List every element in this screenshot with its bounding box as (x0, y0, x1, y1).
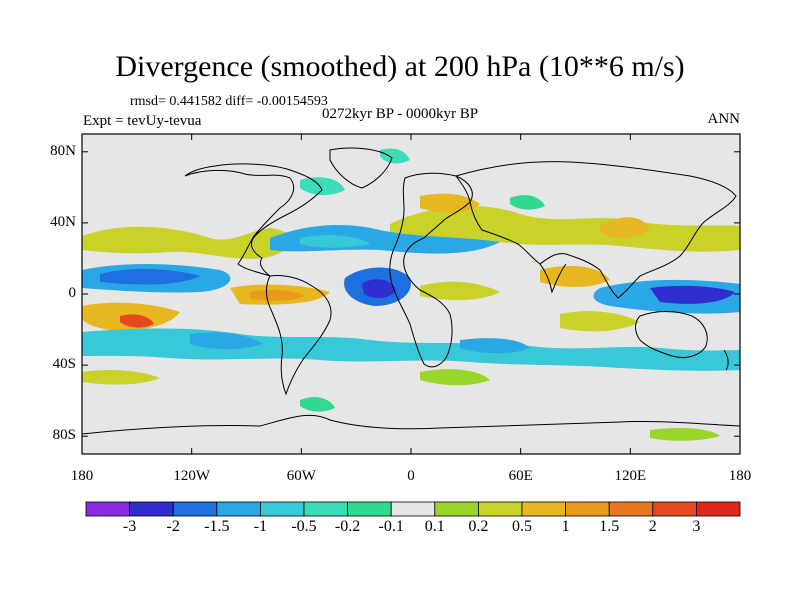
colorbar-swatch (390, 501, 436, 517)
colorbar-swatch (477, 501, 523, 517)
colorbar-label: 0.5 (512, 518, 532, 535)
experiment-label: Expt = tevUy-tevua (83, 113, 202, 129)
colorbar-swatch (216, 501, 261, 517)
colorbar-swatch (303, 501, 348, 517)
lon-tick-label: 60E (508, 468, 533, 484)
colorbar-swatch (347, 501, 392, 517)
colorbar-label: -3 (122, 518, 137, 535)
stats-label: rmsd= 0.441582 diff= -0.00154593 (130, 94, 328, 109)
field-contours (82, 148, 740, 441)
period-label: 0272kyr BP - 0000kyr BP (322, 106, 479, 122)
colorbar-label: 0.2 (468, 518, 489, 535)
lat-tick-label: 40S (52, 356, 76, 373)
lon-tick-label: 180 (728, 468, 752, 484)
colorbar-label: -1 (253, 518, 268, 535)
colorbar (85, 501, 741, 517)
colorbar-swatch (434, 501, 479, 517)
season-label: ANN (707, 111, 741, 127)
lon-tick-label: 120W (173, 468, 210, 484)
lat-tick-label: 80N (50, 142, 76, 159)
lat-tick-label: 80S (52, 427, 76, 444)
lon-tick-label: 120E (614, 468, 647, 484)
colorbar-label: 2 (648, 518, 657, 535)
colorbar-label: -0.1 (378, 518, 404, 535)
colorbar-swatch (696, 501, 741, 517)
lon-tick-label: 0 (407, 468, 415, 484)
colorbar-swatch (129, 501, 174, 517)
colorbar-label: 0.1 (424, 518, 445, 535)
colorbar-swatch (565, 501, 610, 517)
chart-title: Divergence (smoothed) at 200 hPa (10**6 … (115, 50, 685, 83)
colorbar-label: -1.5 (204, 518, 230, 535)
lat-tick-label: 40N (50, 213, 76, 230)
colorbar-label: -0.2 (334, 518, 361, 535)
colorbar-swatch (521, 501, 566, 517)
colorbar-swatch (608, 501, 654, 517)
colorbar-label: -0.5 (291, 518, 317, 535)
lat-tick-label: 0 (68, 285, 77, 301)
colorbar-swatch (85, 501, 130, 517)
colorbar-label: 1.5 (599, 518, 620, 535)
axis-ticks (81, 134, 741, 454)
lon-tick-label: 60W (286, 468, 316, 484)
lon-tick-label: 180 (70, 468, 94, 484)
coastlines (82, 147, 740, 435)
colorbar-swatch (652, 501, 697, 517)
colorbar-label: 1 (561, 518, 570, 535)
colorbar-label: 3 (692, 518, 701, 535)
colorbar-swatch (259, 501, 305, 517)
colorbar-label: -2 (166, 518, 180, 535)
colorbar-swatch (172, 501, 218, 517)
